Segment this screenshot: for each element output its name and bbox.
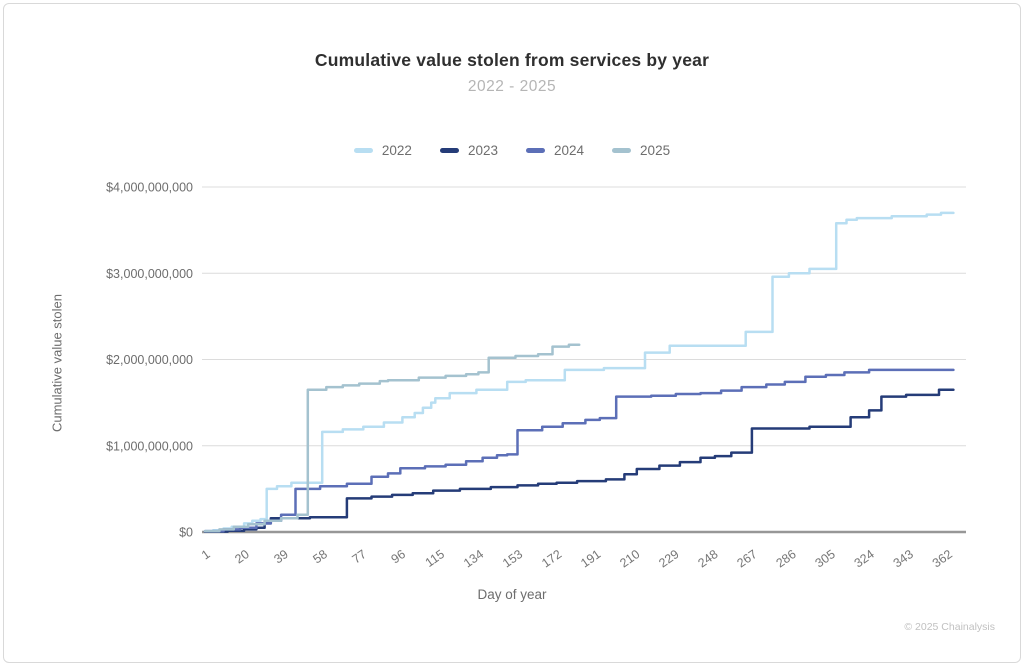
x-tick-label: 362 — [930, 547, 955, 570]
x-tick-label: 58 — [310, 547, 329, 566]
x-axis-title: Day of year — [477, 587, 547, 602]
x-tick-label: 1 — [199, 547, 213, 562]
y-tick-label: $3,000,000,000 — [106, 267, 193, 281]
series-line-2025[interactable] — [203, 343, 581, 533]
y-axis-title: Cumulative value stolen — [49, 293, 65, 433]
y-tick-label: $1,000,000,000 — [106, 439, 193, 453]
x-tick-label: 96 — [389, 547, 408, 566]
x-tick-label: 305 — [813, 547, 838, 570]
legend-item-2024[interactable]: 2024 — [526, 143, 584, 158]
x-axis: 1 20 39 58 77 96 115 134 153 172 191 210 229 248 267 28… — [199, 547, 955, 570]
legend-label-2022: 2022 — [381, 143, 412, 158]
legend-swatch-2025-icon — [612, 148, 632, 153]
series-line-2023[interactable] — [203, 388, 955, 533]
legend-label-2024: 2024 — [554, 143, 585, 158]
x-tick-label: 153 — [500, 547, 525, 570]
chart-title: Cumulative value stolen from services by… — [314, 50, 710, 70]
x-tick-label: 210 — [617, 547, 642, 570]
x-tick-label: 191 — [578, 547, 603, 570]
chart-subtitle: 2022 - 2025 — [467, 78, 557, 95]
legend-swatch-2022-icon — [353, 148, 373, 153]
footer-copyright: © 2025 Chainalysis — [904, 621, 995, 633]
legend-swatch-2024-icon — [526, 148, 545, 153]
y-axis: $0 $1,000,000,000 $2,000,000,000 $3,000,000… — [106, 181, 966, 540]
y-tick-label: $4,000,000,000 — [106, 181, 193, 195]
x-tick-label: 39 — [271, 547, 290, 566]
x-tick-label: 286 — [774, 547, 799, 570]
x-tick-label: 115 — [423, 547, 447, 570]
series-line-2024[interactable] — [203, 368, 955, 533]
y-tick-label: $0 — [179, 526, 193, 540]
legend-item-2022[interactable]: 2022 — [353, 143, 412, 158]
x-tick-label: 343 — [891, 547, 916, 570]
legend-label-2023: 2023 — [467, 143, 498, 158]
legend-label-2025: 2025 — [640, 143, 671, 158]
x-tick-label: 134 — [461, 547, 486, 570]
legend-swatch-2023-icon — [439, 148, 459, 153]
x-tick-label: 20 — [232, 547, 251, 566]
x-tick-label: 248 — [695, 547, 720, 570]
x-tick-label: 77 — [350, 547, 369, 566]
legend-item-2025[interactable]: 2025 — [612, 143, 670, 158]
chart-legend: 2022 2023 2024 2025 — [0, 143, 1024, 158]
legend-item-2023[interactable]: 2023 — [439, 143, 498, 158]
series-line-2022[interactable] — [203, 211, 955, 533]
x-tick-label: 172 — [539, 547, 564, 570]
x-tick-label: 229 — [656, 547, 681, 570]
x-tick-label: 267 — [734, 547, 759, 570]
x-tick-label: 324 — [852, 547, 877, 570]
y-tick-label: $2,000,000,000 — [106, 353, 193, 367]
